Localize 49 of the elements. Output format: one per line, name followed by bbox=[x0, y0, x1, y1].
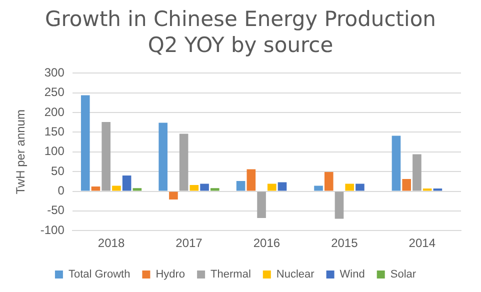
bar bbox=[412, 154, 422, 191]
y-tick-label: 300 bbox=[44, 66, 65, 80]
bar bbox=[324, 172, 334, 191]
bar bbox=[392, 136, 401, 191]
bar bbox=[210, 188, 220, 191]
bar bbox=[356, 184, 364, 191]
legend-label: Nuclear bbox=[276, 268, 315, 281]
bar bbox=[267, 184, 276, 191]
legend-label: Thermal bbox=[210, 268, 251, 281]
legend-label: Total Growth bbox=[68, 268, 130, 281]
bar bbox=[91, 186, 100, 191]
y-tick-label: 250 bbox=[44, 85, 65, 100]
y-axis-title: TwH per annum bbox=[14, 110, 28, 194]
y-tick-label: 200 bbox=[44, 104, 65, 119]
bar bbox=[112, 186, 121, 191]
bar bbox=[200, 184, 209, 191]
bar bbox=[158, 122, 168, 191]
x-tick-label: 2014 bbox=[408, 236, 436, 250]
bar bbox=[334, 192, 344, 219]
y-tick-label: -100 bbox=[40, 222, 65, 237]
bar bbox=[169, 192, 178, 200]
bar bbox=[80, 95, 90, 191]
bar bbox=[314, 186, 323, 191]
bar bbox=[402, 179, 412, 191]
legend-label: Solar bbox=[390, 268, 416, 281]
x-tick-label: 2017 bbox=[176, 236, 203, 250]
y-tick-label: 100 bbox=[44, 144, 65, 158]
legend-label: Hydro bbox=[156, 268, 186, 281]
bar bbox=[433, 188, 442, 191]
bar bbox=[278, 182, 287, 191]
x-tick-label: 2018 bbox=[98, 236, 125, 250]
y-tick-label: 150 bbox=[44, 124, 65, 139]
bar bbox=[122, 176, 132, 191]
bar bbox=[190, 184, 199, 191]
x-tick-label: 2015 bbox=[331, 236, 358, 250]
y-tick-label: -50 bbox=[47, 203, 65, 218]
bar bbox=[102, 122, 110, 191]
bar bbox=[345, 184, 354, 191]
chart-title: Growth in Chinese Energy Production Q2 YOY by source bbox=[44, 6, 437, 58]
bar bbox=[236, 181, 246, 191]
bar bbox=[422, 188, 432, 191]
bar bbox=[132, 188, 142, 191]
bar bbox=[179, 134, 188, 191]
y-tick-label: 50 bbox=[51, 164, 65, 178]
bar bbox=[246, 169, 256, 191]
y-tick-label: 0 bbox=[58, 184, 65, 198]
bar bbox=[257, 192, 266, 218]
legend-label: Wind bbox=[340, 268, 365, 281]
x-tick-label: 2016 bbox=[253, 236, 280, 250]
